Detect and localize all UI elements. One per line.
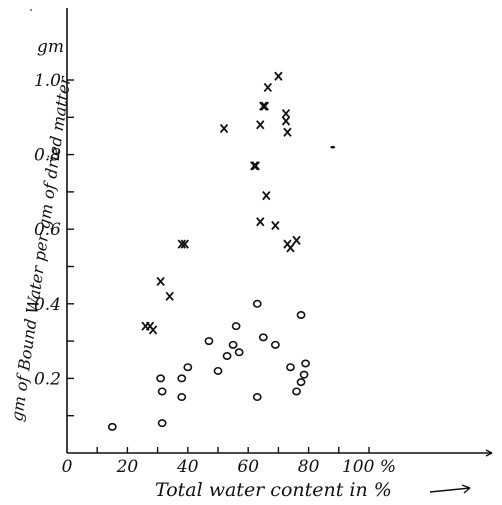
- chart-ticks: [67, 79, 370, 453]
- cross-point: [156, 276, 165, 287]
- cross-stroke: [219, 123, 229, 134]
- circle-point: [213, 366, 223, 375]
- circle-point: [204, 337, 214, 346]
- chart-tick-labels: 0 20 40 60 80 100 % 0.2 0.4 0.6 0.8 1.0: [34, 71, 396, 477]
- cross-stroke: [281, 116, 291, 126]
- x-label-arrow: [429, 484, 471, 494]
- cross-point: [262, 191, 271, 201]
- circle-point: [252, 393, 262, 402]
- chart-axes: [30, 8, 493, 494]
- cross-stroke: [286, 243, 295, 253]
- cross-stroke: [180, 239, 189, 249]
- cross-stroke: [156, 276, 165, 287]
- cross-stroke: [283, 127, 292, 137]
- y-tick-label: 0.8: [34, 146, 61, 166]
- circle-point: [231, 322, 241, 331]
- circle-point: [228, 340, 238, 349]
- circle-point: [157, 419, 167, 428]
- circle-point: [183, 363, 193, 372]
- cross-point: [165, 291, 174, 301]
- cross-point: [250, 161, 259, 171]
- y-tick-label: 0.4: [34, 295, 61, 315]
- circle-point: [156, 374, 166, 383]
- x-tick-label: 80: [298, 457, 320, 477]
- circle-point: [270, 340, 280, 349]
- cross-point: [219, 123, 229, 134]
- cross-stroke: [262, 191, 271, 201]
- x-tick-label: 0: [62, 457, 73, 477]
- cross-point: [177, 239, 186, 249]
- x-tick-label: 60: [237, 457, 259, 477]
- cross-point: [148, 325, 158, 335]
- cross-point: [281, 116, 291, 126]
- cross-point: [259, 101, 268, 111]
- cross-stroke: [271, 220, 280, 231]
- circle-point: [252, 299, 262, 308]
- cross-stroke: [250, 161, 259, 171]
- circle-point: [258, 333, 268, 342]
- cross-point: [256, 217, 265, 227]
- y-tick-label: 0.2: [34, 369, 61, 389]
- circle-point: [234, 348, 244, 357]
- cross-stroke: [260, 101, 269, 111]
- cross-point: [274, 71, 283, 81]
- cross-point: [180, 239, 189, 249]
- chart-marks: [107, 71, 336, 431]
- cross-point: [251, 161, 260, 171]
- y-axis-unit: gm: [37, 37, 64, 57]
- x-axis-label: Total water content in %: [155, 479, 392, 501]
- cross-stroke: [256, 120, 265, 130]
- circle-point: [301, 359, 310, 368]
- circle-point: [222, 352, 232, 361]
- circle-point: [157, 387, 167, 396]
- y-tick-label: 0.6: [34, 220, 61, 240]
- circle-point: [296, 378, 306, 387]
- y-tick-label: 1.0: [34, 71, 61, 91]
- cross-point: [286, 243, 295, 253]
- cross-point: [292, 235, 301, 245]
- cross-point: [260, 101, 269, 111]
- circle-point: [107, 422, 117, 431]
- cross-stroke: [263, 82, 273, 93]
- x-tick-label: 100 %: [342, 457, 396, 477]
- cross-stroke: [259, 101, 268, 111]
- cross-stroke: [251, 161, 260, 171]
- cross-stroke: [274, 71, 283, 81]
- cross-point: [283, 127, 292, 137]
- circle-point: [177, 374, 187, 383]
- cross-stroke: [281, 108, 291, 119]
- circle-point: [296, 310, 306, 319]
- cross-point: [281, 108, 291, 119]
- cross-point: [271, 220, 280, 231]
- cross-stroke: [177, 239, 186, 249]
- cross-point: [263, 82, 273, 93]
- x-tick-label: 20: [116, 457, 139, 477]
- x-axis-arrow: [485, 449, 493, 457]
- cross-stroke: [148, 325, 158, 335]
- cross-point: [256, 120, 265, 130]
- circle-point: [292, 387, 301, 396]
- cross-stroke: [256, 217, 265, 227]
- dot-point: [330, 145, 336, 149]
- cross-stroke: [292, 235, 301, 245]
- circle-point: [286, 363, 295, 372]
- circle-point: [299, 370, 309, 379]
- x-tick-label: 40: [176, 457, 199, 477]
- circle-point: [177, 393, 187, 402]
- cross-stroke: [165, 291, 174, 301]
